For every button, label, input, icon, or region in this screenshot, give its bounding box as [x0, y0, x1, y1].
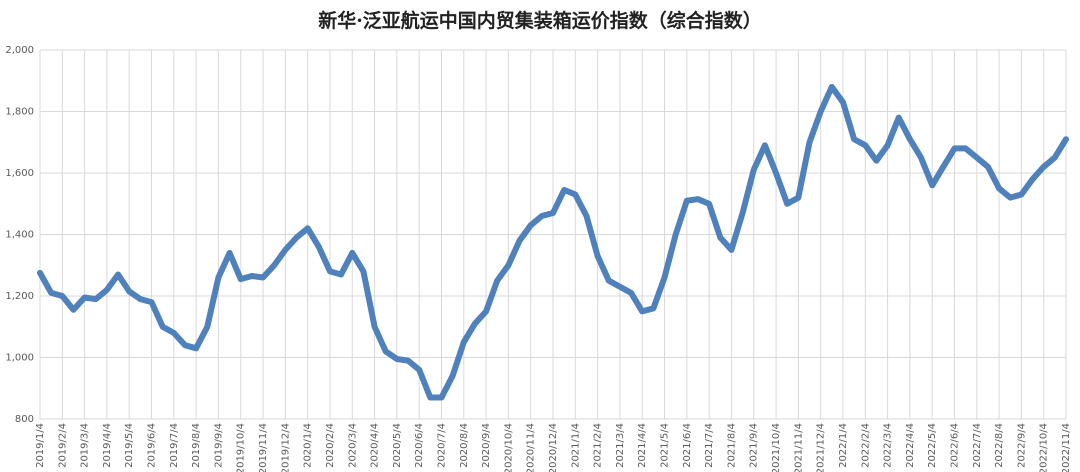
x-tick-label: 2021/9/4	[749, 423, 760, 468]
y-tick-label: 1,600	[5, 168, 34, 179]
x-tick-label: 2020/3/4	[347, 423, 358, 468]
x-tick-label: 2021/11/4	[793, 423, 804, 472]
x-tick-label: 2022/4/4	[905, 423, 916, 468]
x-tick-label: 2020/5/4	[392, 423, 403, 468]
x-tick-label: 2022/3/4	[883, 423, 894, 468]
x-tick-label: 2019/2/4	[57, 423, 68, 468]
x-tick-label: 2020/1/4	[303, 423, 314, 468]
x-tick-label: 2021/6/4	[682, 423, 693, 468]
x-tick-label: 2020/11/4	[526, 423, 537, 472]
y-tick-label: 800	[15, 414, 34, 425]
x-tick-label: 2021/5/4	[660, 423, 671, 468]
x-tick-label: 2022/2/4	[860, 423, 871, 468]
x-tick-label: 2019/12/4	[280, 423, 291, 472]
x-tick-label: 2022/8/4	[994, 423, 1005, 468]
x-tick-label: 2019/9/4	[213, 423, 224, 468]
x-tick-label: 2022/1/4	[838, 423, 849, 468]
y-tick-label: 2,000	[5, 45, 34, 56]
x-tick-label: 2020/6/4	[414, 423, 425, 468]
x-tick-label: 2020/12/4	[548, 423, 559, 472]
x-tick-label: 2022/11/4	[1061, 423, 1072, 472]
x-tick-label: 2021/3/4	[615, 423, 626, 468]
x-tick-label: 2020/9/4	[481, 423, 492, 468]
x-tick-label: 2020/4/4	[370, 423, 381, 468]
x-tick-label: 2021/4/4	[637, 423, 648, 468]
x-tick-label: 2020/7/4	[436, 423, 447, 468]
x-tick-label: 2021/7/4	[704, 423, 715, 468]
x-tick-label: 2022/6/4	[949, 423, 960, 468]
y-tick-label: 1,200	[5, 291, 34, 302]
x-tick-label: 2019/5/4	[124, 423, 135, 468]
x-tick-label: 2022/10/4	[1039, 423, 1050, 472]
x-tick-label: 2019/11/4	[258, 423, 269, 472]
x-tick-label: 2021/1/4	[570, 423, 581, 468]
y-tick-label: 1,800	[5, 107, 34, 118]
x-tick-label: 2019/8/4	[191, 423, 202, 468]
x-tick-label: 2021/10/4	[771, 423, 782, 472]
x-tick-label: 2019/3/4	[80, 423, 91, 468]
x-tick-label: 2020/10/4	[503, 423, 514, 472]
x-tick-label: 2022/7/4	[972, 423, 983, 468]
x-tick-label: 2019/4/4	[102, 423, 113, 468]
x-tick-label: 2022/9/4	[1016, 423, 1027, 468]
y-tick-label: 1,400	[5, 230, 34, 241]
x-tick-label: 2019/1/4	[35, 423, 46, 468]
x-tick-label: 2020/2/4	[325, 423, 336, 468]
x-tick-label: 2020/8/4	[459, 423, 470, 468]
x-tick-label: 2021/8/4	[726, 423, 737, 468]
x-tick-label: 2021/12/4	[816, 423, 827, 472]
y-tick-label: 1,000	[5, 353, 34, 364]
series-line	[37, 83, 1069, 401]
x-tick-label: 2021/2/4	[593, 423, 604, 468]
x-tick-label: 2022/5/4	[927, 423, 938, 468]
chart-title: 新华·泛亚航运中国内贸集装箱运价指数（综合指数）	[318, 9, 762, 32]
x-tick-label: 2019/10/4	[236, 423, 247, 472]
x-tick-label: 2019/7/4	[169, 423, 180, 468]
x-tick-label: 2019/6/4	[147, 423, 158, 468]
